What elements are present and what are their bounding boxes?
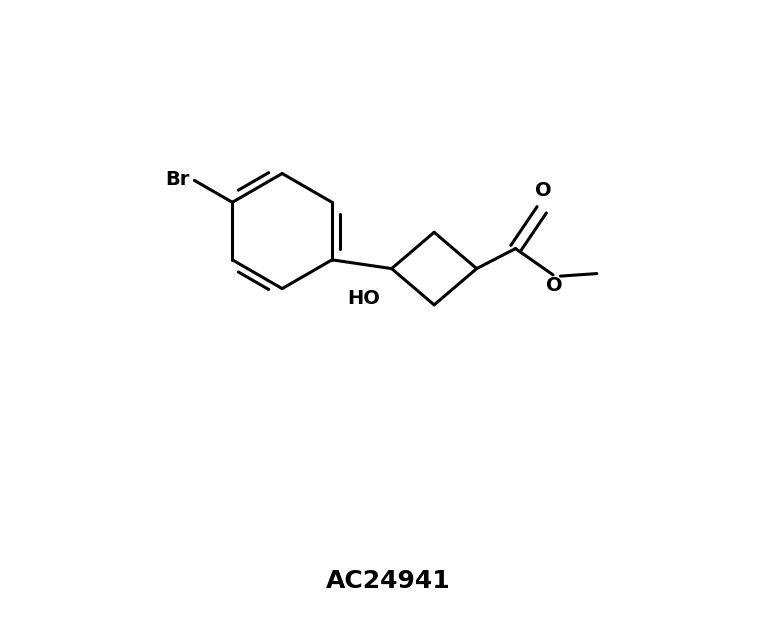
Text: Br: Br: [165, 170, 190, 189]
Text: AC24941: AC24941: [326, 569, 451, 593]
Text: HO: HO: [347, 288, 381, 307]
Text: O: O: [535, 182, 552, 201]
Text: O: O: [546, 276, 563, 295]
